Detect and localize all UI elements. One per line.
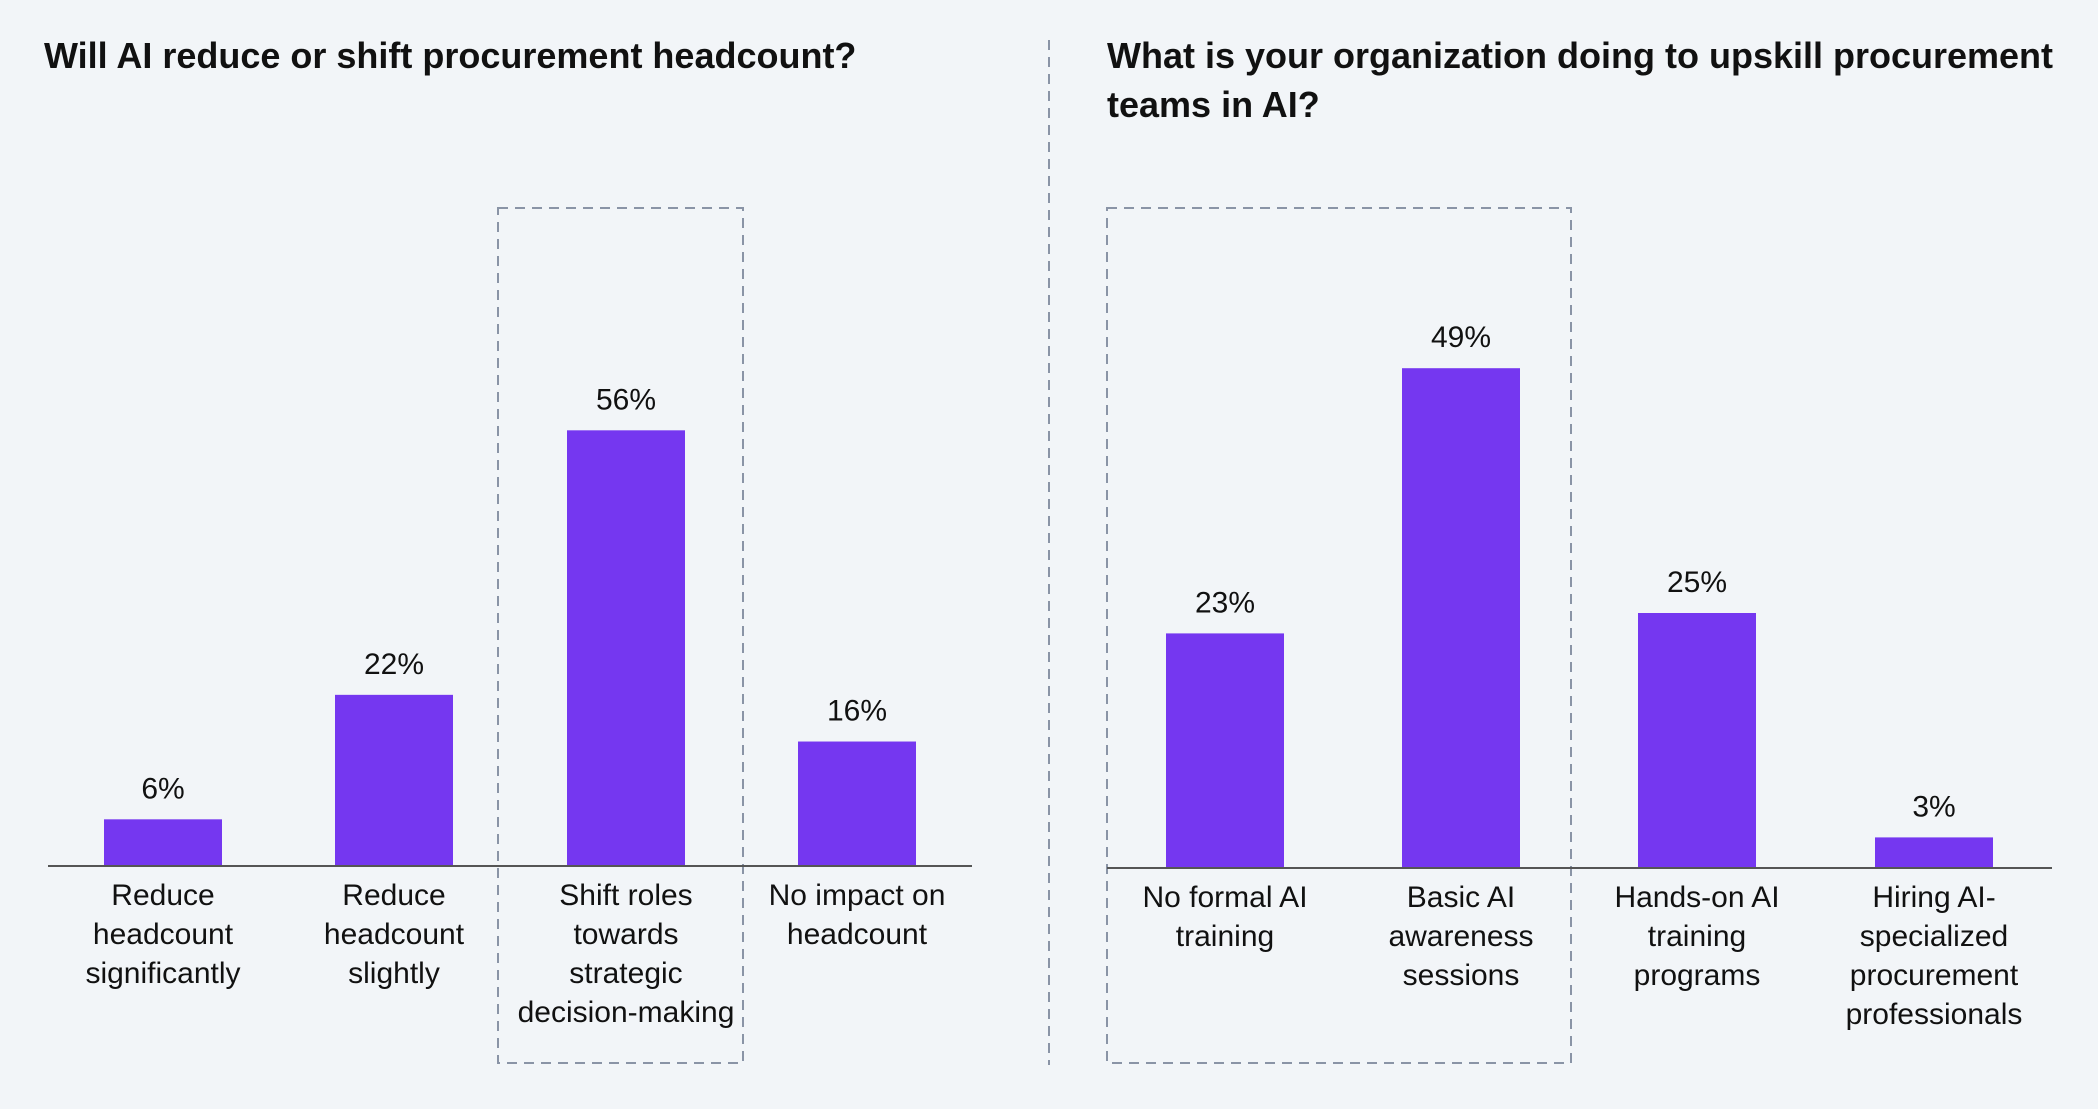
right-value-label-2: 49% xyxy=(1431,321,1491,354)
right-bar-2 xyxy=(1402,368,1520,868)
right-highlight-box xyxy=(1106,207,1572,1064)
left-category-label-4-line-2: headcount xyxy=(787,918,928,951)
right-chart-title: What is your organization doing to upski… xyxy=(1107,35,2054,125)
left-category-label-2-line-2: headcount xyxy=(324,918,465,951)
left-category-label-2-line-1: Reduce xyxy=(342,879,445,912)
left-category-label-3-line-3: strategic xyxy=(569,957,682,990)
left-highlight-box xyxy=(497,207,744,1064)
left-value-label-3: 56% xyxy=(596,383,656,416)
left-bar-4 xyxy=(798,741,916,866)
right-category-label-4-line-3: procurement xyxy=(1850,959,2019,992)
left-value-label-2: 22% xyxy=(364,648,424,681)
left-category-label-1-line-1: Reduce xyxy=(111,879,214,912)
left-category-label-1: Reduce headcount significantly xyxy=(85,879,240,990)
right-category-label-1: No formal AI training xyxy=(1142,881,1307,953)
right-value-label-1: 23% xyxy=(1195,586,1255,619)
left-category-label-4-line-1: No impact on xyxy=(769,879,946,912)
right-category-label-3-line-2: training xyxy=(1648,920,1746,953)
right-category-label-4-line-4: professionals xyxy=(1846,998,2023,1031)
right-category-label-4: Hiring AI-specialized procurement professi… xyxy=(1846,881,2023,1031)
right-bar-3 xyxy=(1638,613,1756,868)
left-bar-2 xyxy=(335,694,453,866)
right-value-label-4: 3% xyxy=(1912,790,1955,823)
left-category-label-3-line-4: decision-making xyxy=(518,996,735,1029)
left-bar-3 xyxy=(567,430,685,866)
right-bar-1 xyxy=(1166,633,1284,868)
right-category-label-2-line-3: sessions xyxy=(1403,959,1520,992)
left-category-label-2-line-3: slightly xyxy=(348,957,440,990)
right-category-label-3-line-1: Hands-on AI xyxy=(1614,881,1779,914)
left-value-label-4: 16% xyxy=(827,695,887,728)
right-category-label-2-line-2: awareness xyxy=(1388,920,1533,953)
left-category-label-2: Reduce headcount slightly xyxy=(324,879,465,990)
left-category-label-3-line-1: Shift roles xyxy=(559,879,692,912)
left-category-label-1-line-2: headcount xyxy=(93,918,234,951)
right-category-label-4-line-2: specialized xyxy=(1860,920,2008,953)
left-value-label-1: 6% xyxy=(141,772,184,805)
left-chart-title: Will AI reduce or shift procurement head… xyxy=(44,35,857,76)
left-category-label-1-line-3: significantly xyxy=(85,957,240,990)
left-category-label-3-line-2: towards xyxy=(573,918,678,951)
left-bar-1 xyxy=(104,819,222,866)
right-category-label-1-line-2: training xyxy=(1176,920,1274,953)
right-category-label-2: Basic AI awareness sessions xyxy=(1388,881,1533,992)
right-category-label-1-line-1: No formal AI xyxy=(1142,881,1307,914)
left-category-label-4: No impact on headcount xyxy=(769,879,946,951)
left-category-label-3: Shift roles towards strategic decision-maki… xyxy=(518,879,735,1029)
left-bar-chart: 6%22%56%16%Reduce headcount significantlyR… xyxy=(48,207,972,1064)
right-value-label-3: 25% xyxy=(1667,566,1727,599)
right-category-label-4-line-1: Hiring AI- xyxy=(1872,881,1995,914)
right-category-label-3-line-3: programs xyxy=(1634,959,1761,992)
right-category-label-3: Hands-on AI training programs xyxy=(1614,881,1779,992)
right-bar-4 xyxy=(1875,837,1993,868)
right-bar-chart: 23% 49% 25% 3% No formal AI training Basic AI a… xyxy=(1106,207,2052,1064)
right-category-label-2-line-1: Basic AI xyxy=(1407,881,1515,914)
